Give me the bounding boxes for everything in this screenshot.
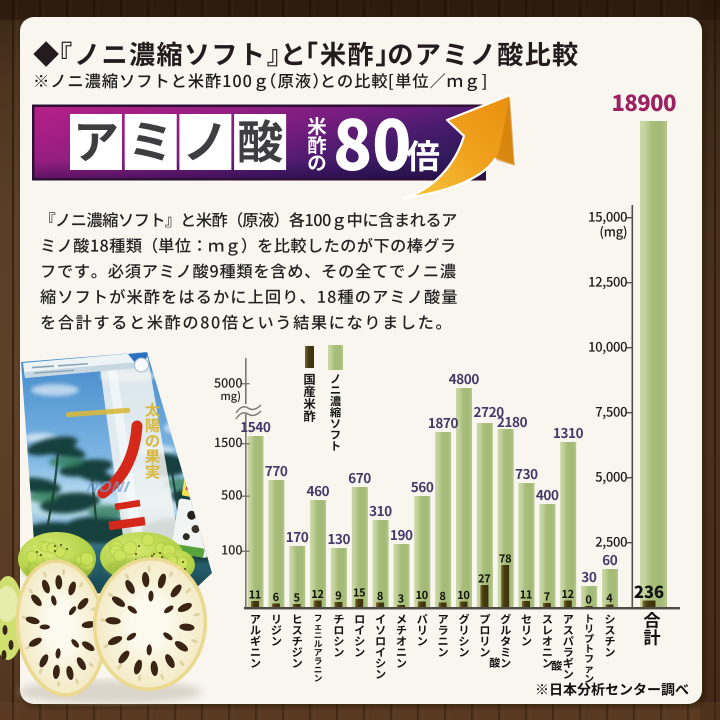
svg-text:NONI: NONI <box>85 479 131 496</box>
